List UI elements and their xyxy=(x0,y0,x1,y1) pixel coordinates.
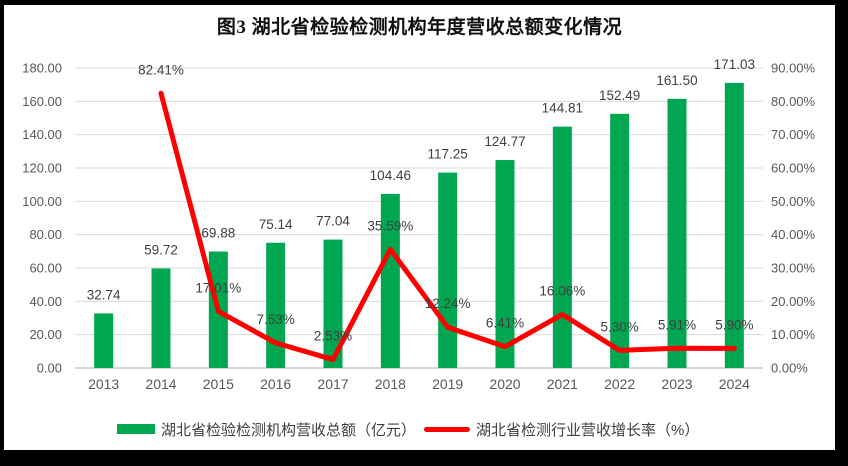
chart-text: 2017 xyxy=(317,376,348,392)
chart-text: 75.14 xyxy=(259,217,293,232)
legend-label-revenue: 湖北省检验检测机构营收总额（亿元） xyxy=(161,421,417,439)
chart-text: 60.00% xyxy=(771,161,816,176)
chart-text: 120.00 xyxy=(22,161,62,176)
chart-text: 80.00 xyxy=(29,227,62,242)
chart-text: 32.74 xyxy=(87,287,121,302)
chart-text: 117.25 xyxy=(428,147,468,162)
chart-text: 20.00 xyxy=(29,327,62,342)
chart-canvas: 图3 湖北省检验检测机构年度营收总额变化情况 32.74 59.72 69.88 75… xyxy=(4,5,835,450)
chart-text: 2014 xyxy=(145,376,176,392)
chart-text: 144.81 xyxy=(542,101,583,116)
chart-text: 152.49 xyxy=(599,88,640,103)
chart-text: 82.41% xyxy=(138,62,184,77)
growth-line-series xyxy=(158,90,737,363)
chart-text: 0.00% xyxy=(771,361,808,376)
chart-text: 50.00% xyxy=(771,194,816,209)
chart-text: 12.24% xyxy=(425,296,471,311)
chart-text: 2021 xyxy=(547,376,578,392)
chart-text: 80.00% xyxy=(771,94,816,109)
bar-2021 xyxy=(552,126,572,369)
bar-2018 xyxy=(380,193,400,368)
chart-text: 10.00% xyxy=(771,327,816,342)
bar-2014 xyxy=(151,268,171,368)
chart-text: 5.90% xyxy=(715,317,753,332)
chart-text: 40.00 xyxy=(29,294,62,309)
legend-item-revenue-bars: 湖北省检验检测机构营收总额（亿元） xyxy=(117,419,416,440)
right-axis-ticks: 0.00% 10.00% 20.00% 30.00% 40.00% 50.00% 60.00… xyxy=(771,61,816,376)
chart-text: 35.59% xyxy=(367,218,413,233)
chart-svg: 32.74 59.72 69.88 75.14 77.04 104.46 117.25 124… xyxy=(22,57,816,392)
bar-value-labels: 32.74 59.72 69.88 75.14 77.04 104.46 117.25 124… xyxy=(87,57,755,302)
legend: 湖北省检验检测机构营收总额（亿元） 湖北省检测行业营收增长率（%） xyxy=(117,419,699,439)
chart-text: 140.00 xyxy=(22,127,62,142)
chart-text: 6.41% xyxy=(486,316,524,331)
chart-text: 30.00% xyxy=(771,261,816,276)
chart-text: 100.00 xyxy=(22,194,62,209)
chart-title: 图3 湖北省检验检测机构年度营收总额变化情况 xyxy=(216,17,623,38)
gridlines xyxy=(75,67,763,336)
bar-2017 xyxy=(323,239,343,368)
left-axis-ticks: 0.00 20.00 40.00 60.00 80.00 100.00 120.00 140.… xyxy=(22,61,62,376)
growth-rate-labels: 82.41% 17.01% 7.53% 2.53% 35.59% 12.24% 6.41% 1… xyxy=(138,62,753,343)
chart-text: 40.00% xyxy=(771,227,816,242)
chart-text: 5.30% xyxy=(601,319,639,334)
chart-text: 124.77 xyxy=(484,134,525,149)
bar-2019 xyxy=(438,172,458,368)
chart-text: 2024 xyxy=(719,376,750,392)
chart-text: 77.04 xyxy=(316,214,350,229)
bar-2023 xyxy=(667,98,687,368)
chart-text: 2020 xyxy=(489,376,520,392)
legend-item-growth-line: 湖北省检测行业营收增长率（%） xyxy=(424,419,699,440)
x-axis-labels: 2013 2014 2015 2016 2017 2018 2019 2020 2021 2022… xyxy=(88,376,750,392)
chart-text: 5.91% xyxy=(658,317,696,332)
chart-text: 180.00 xyxy=(22,61,62,76)
chart-text: 2019 xyxy=(432,376,463,392)
bar-2020 xyxy=(495,160,515,368)
bar-2016 xyxy=(266,242,286,368)
chart-text: 2016 xyxy=(260,376,291,392)
chart-text: 104.46 xyxy=(370,168,411,183)
chart-text: 90.00% xyxy=(771,61,816,76)
bar-2024 xyxy=(724,82,744,368)
chart-text: 17.01% xyxy=(195,280,241,295)
line-series-swatch-icon xyxy=(424,426,471,432)
growth-line xyxy=(158,90,737,363)
chart-text: 7.53% xyxy=(257,312,295,327)
chart-text: 2023 xyxy=(661,376,692,392)
chart-text: 0.00 xyxy=(37,361,62,376)
chart-text: 20.00% xyxy=(771,294,816,309)
chart-text: 161.50 xyxy=(656,73,697,88)
chart-text: 160.00 xyxy=(22,94,62,109)
chart-text: 2022 xyxy=(604,376,635,392)
chart-text: 70.00% xyxy=(771,127,816,142)
chart-text: 69.88 xyxy=(201,226,235,241)
chart-text: 2.53% xyxy=(314,329,352,344)
bars-series xyxy=(94,82,744,369)
chart-text: 59.72 xyxy=(144,242,178,257)
chart-text: 16.06% xyxy=(539,283,585,298)
chart-text: 2015 xyxy=(203,376,234,392)
chart-text: 2018 xyxy=(375,376,406,392)
chart-text: 171.03 xyxy=(714,57,755,72)
bar-2013 xyxy=(94,313,114,368)
chart-text: 60.00 xyxy=(29,261,62,276)
legend-label-growth-rate: 湖北省检测行业营收增长率（%） xyxy=(476,421,700,439)
bar-2022 xyxy=(610,113,630,368)
bar-series-swatch-icon xyxy=(117,424,155,434)
chart-text: 2013 xyxy=(88,376,119,392)
